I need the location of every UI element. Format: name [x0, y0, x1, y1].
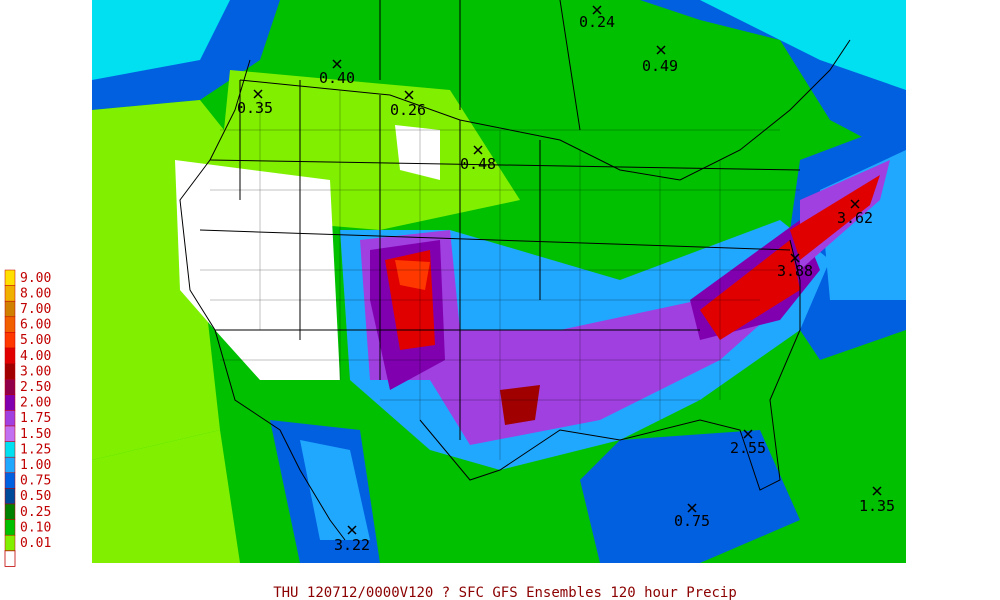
legend-label: 7.00: [20, 302, 51, 317]
point-marker: [473, 145, 483, 155]
point-marker: [404, 90, 414, 100]
legend-swatch: [4, 332, 16, 349]
legend-label: 0.75: [20, 474, 51, 489]
point-label: 2.55: [730, 439, 766, 457]
legend-swatch: [4, 316, 16, 333]
point-labels: 0.24 0.49 0.40 0.35 0.26 0.48 3.62 3.88 2.55 0.75…: [237, 5, 895, 554]
point-marker: [592, 5, 602, 15]
legend-label: 9.00: [20, 271, 51, 286]
legend-label: 8.00: [20, 286, 51, 301]
legend-swatch: [4, 269, 16, 286]
point-label: 3.88: [777, 262, 813, 280]
point-label: 1.35: [859, 497, 895, 515]
point-marker: [656, 45, 666, 55]
legend-label: 6.00: [20, 318, 51, 333]
legend: 9.008.007.006.005.004.003.002.502.001.75…: [4, 269, 51, 567]
point-marker: [850, 199, 860, 209]
legend-label: 4.00: [20, 349, 51, 364]
point-marker: [872, 486, 882, 496]
point-label: 3.62: [837, 209, 873, 227]
legend-label: 1.25: [20, 442, 51, 457]
legend-swatch: [4, 378, 16, 396]
point-label: 3.22: [334, 536, 370, 554]
legend-swatch: [4, 347, 16, 364]
legend-swatch: [4, 472, 16, 489]
point-label: 0.35: [237, 99, 273, 117]
legend-swatch: [4, 394, 16, 411]
point-marker: [347, 525, 357, 535]
legend-label: 3.00: [20, 364, 51, 379]
point-marker: [687, 503, 697, 513]
legend-swatch: [4, 550, 16, 567]
legend-label: 0.10: [20, 520, 51, 535]
legend-swatch: [4, 503, 16, 520]
point-label: 0.26: [390, 101, 426, 119]
legend-label: 0.50: [20, 489, 51, 504]
legend-swatch: [4, 410, 16, 427]
legend-label: 0.01: [20, 536, 51, 551]
caption: THU 120712/0000V120 ? SFC GFS Ensembles …: [273, 585, 737, 600]
point-label: 0.40: [319, 69, 355, 87]
legend-swatch: [4, 441, 16, 458]
point-marker: [253, 89, 263, 99]
legend-label: 1.75: [20, 411, 51, 426]
point-label: 0.49: [642, 57, 678, 75]
point-marker: [790, 253, 800, 263]
point-label: 0.48: [460, 155, 496, 173]
point-marker: [332, 59, 342, 69]
legend-swatch: [4, 456, 16, 474]
point-marker: [743, 429, 753, 439]
legend-label: 5.00: [20, 333, 51, 348]
legend-label: 1.50: [20, 427, 51, 442]
legend-swatch: [4, 285, 16, 302]
legend-swatch: [4, 300, 16, 318]
legend-label: 2.00: [20, 396, 51, 411]
legend-swatch: [4, 363, 16, 380]
legend-swatch: [4, 519, 16, 536]
legend-label: 2.50: [20, 380, 51, 395]
legend-swatch: [4, 488, 16, 505]
legend-label: 0.25: [20, 505, 51, 520]
map: [92, 0, 906, 563]
point-label: 0.24: [579, 13, 615, 31]
point-label: 0.75: [674, 512, 710, 530]
legend-swatch: [4, 425, 16, 442]
legend-swatch: [4, 534, 16, 552]
legend-label: 1.00: [20, 458, 51, 473]
